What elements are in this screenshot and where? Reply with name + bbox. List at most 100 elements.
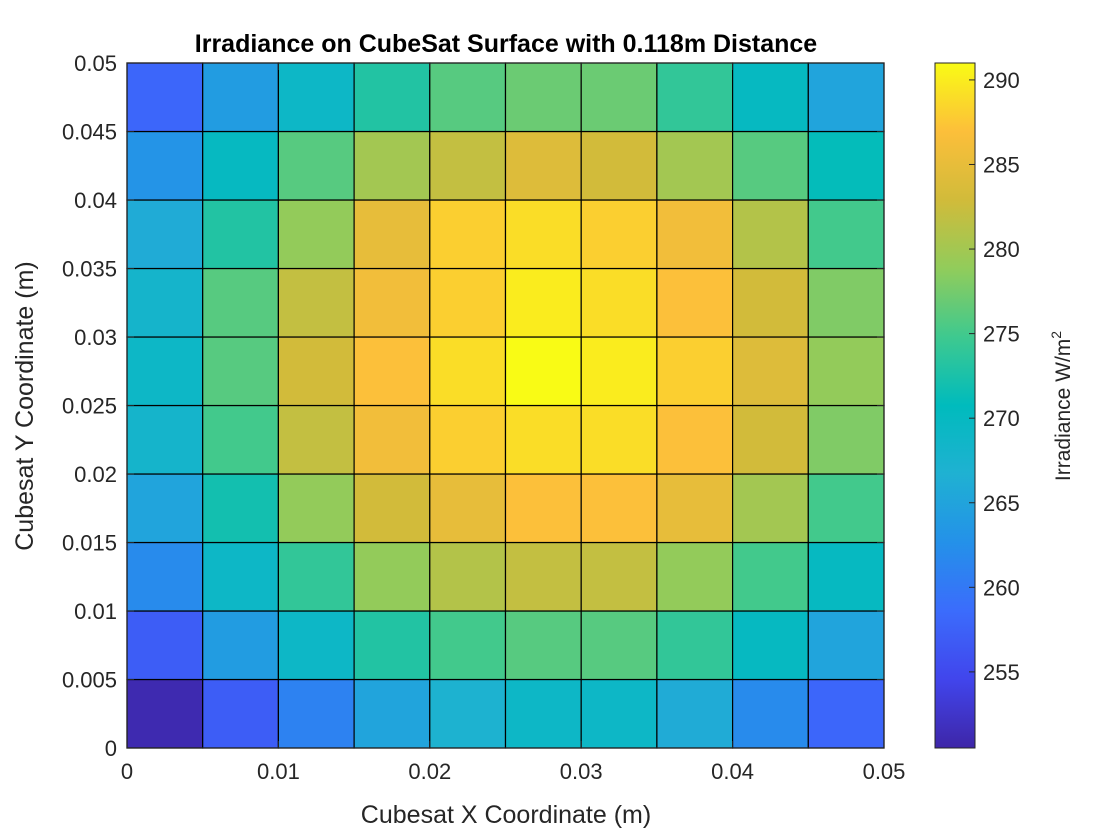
- colorbar-tick-label: 255: [983, 660, 1020, 685]
- heatmap-cell: [580, 473, 658, 544]
- heatmap-cell: [504, 199, 582, 270]
- heatmap-cell: [429, 199, 507, 270]
- y-tick-label: 0.05: [74, 51, 117, 76]
- heatmap-cell: [807, 130, 885, 201]
- heatmap-cell: [277, 267, 355, 338]
- colorbar-tick-label: 280: [983, 237, 1020, 262]
- heatmap-cell: [202, 336, 279, 407]
- heatmap-cell: [126, 130, 204, 201]
- heatmap-cell: [202, 130, 279, 201]
- heatmap-cell: [126, 336, 204, 407]
- heatmap-cell: [656, 62, 734, 133]
- chart-title: Irradiance on CubeSat Surface with 0.118…: [195, 30, 818, 58]
- heatmap-cell: [731, 62, 809, 133]
- x-tick-label: 0.04: [711, 759, 754, 784]
- x-axis-label: Cubesat X Coordinate (m): [361, 801, 651, 829]
- heatmap-cell: [202, 610, 279, 681]
- y-axis-label: Cubesat Y Coordinate (m): [11, 261, 39, 551]
- y-tick-label: 0.03: [74, 325, 117, 350]
- heatmap-cell: [504, 473, 582, 544]
- heatmap-cell: [731, 473, 809, 544]
- heatmap-cell: [277, 336, 355, 407]
- heatmap-cell: [656, 404, 734, 475]
- y-tick-label: 0: [105, 736, 117, 761]
- heatmap-cell: [807, 62, 885, 133]
- y-tick-label: 0.02: [74, 462, 117, 487]
- heatmap-cell: [353, 678, 431, 749]
- heatmap-cell: [353, 62, 431, 133]
- heatmap-cell: [353, 199, 431, 270]
- heatmap-cell: [656, 130, 734, 201]
- heatmap-cell: [126, 404, 204, 475]
- heatmap-cell: [429, 336, 507, 407]
- heatmap-cell: [656, 678, 734, 749]
- y-tick-label: 0.04: [74, 188, 117, 213]
- x-tick-label: 0.05: [863, 759, 906, 784]
- colorbar-tick-label: 290: [983, 68, 1020, 93]
- heatmap-cell: [202, 62, 279, 133]
- heatmap-cell: [126, 473, 204, 544]
- heatmap-cell: [580, 678, 658, 749]
- x-tick-label: 0: [121, 759, 133, 784]
- heatmap-cell: [580, 404, 658, 475]
- heatmap-cell: [504, 336, 582, 407]
- heatmap-cell: [277, 678, 355, 749]
- heatmap-cell: [731, 199, 809, 270]
- colorbar-label-text: Irradiance W/m: [1052, 339, 1075, 481]
- heatmap-cell: [580, 541, 658, 612]
- y-tick-label: 0.01: [74, 599, 117, 624]
- heatmap-cell: [202, 541, 279, 612]
- heatmap-cell: [580, 130, 658, 201]
- colorbar-tick-label: 275: [983, 322, 1020, 347]
- heatmap-cell: [126, 199, 204, 270]
- heatmap-cell: [656, 541, 734, 612]
- heatmap-cell: [126, 610, 204, 681]
- heatmap-cell: [731, 678, 809, 749]
- heatmap-cell: [731, 130, 809, 201]
- colorbar-tick-label: 265: [983, 491, 1020, 516]
- heatmap-cell: [429, 541, 507, 612]
- heatmap-cell: [126, 678, 204, 749]
- heatmap-cell: [277, 541, 355, 612]
- heatmap-cells: [126, 62, 885, 749]
- heatmap-cell: [731, 404, 809, 475]
- heatmap-cell: [580, 199, 658, 270]
- colorbar-label: Irradiance W/m2: [1048, 331, 1075, 481]
- y-axis-ticks: 0 0.005 0.01 0.015 0.02 0.025 0.03 0.035 0.04 0.0…: [62, 51, 884, 761]
- x-tick-label: 0.01: [257, 759, 300, 784]
- colorbar-tick-label: 270: [983, 406, 1020, 431]
- heatmap-cell: [202, 404, 279, 475]
- y-tick-label: 0.035: [62, 257, 117, 282]
- x-tick-label: 0.03: [560, 759, 603, 784]
- heatmap-cell: [353, 541, 431, 612]
- heatmap-cell: [807, 678, 885, 749]
- y-tick-label: 0.045: [62, 120, 117, 145]
- heatmap-cell: [429, 62, 507, 133]
- heatmap-cell: [807, 404, 885, 475]
- heatmap-cell: [504, 541, 582, 612]
- heatmap-cell: [429, 473, 507, 544]
- heatmap-cell: [656, 610, 734, 681]
- heatmap-cell: [580, 267, 658, 338]
- heatmap-cell: [807, 199, 885, 270]
- y-tick-label: 0.025: [62, 394, 117, 419]
- colorbar: [934, 62, 976, 749]
- heatmap-cell: [807, 267, 885, 338]
- heatmap-cell: [807, 473, 885, 544]
- heatmap-cell: [202, 678, 279, 749]
- heatmap-cell: [580, 610, 658, 681]
- heatmap-cell: [504, 267, 582, 338]
- heatmap-cell: [277, 404, 355, 475]
- x-tick-label: 0.02: [408, 759, 451, 784]
- heatmap-cell: [202, 199, 279, 270]
- heatmap-cell: [580, 62, 658, 133]
- heatmap-cell: [656, 336, 734, 407]
- heatmap-cell: [429, 678, 507, 749]
- heatmap-cell: [807, 541, 885, 612]
- heatmap-cell: [731, 541, 809, 612]
- heatmap-cell: [353, 404, 431, 475]
- colorbar-tick-label: 285: [983, 152, 1020, 177]
- heatmap-cell: [277, 130, 355, 201]
- heatmap-cell: [807, 610, 885, 681]
- colorbar-label-superscript: 2: [1048, 331, 1064, 339]
